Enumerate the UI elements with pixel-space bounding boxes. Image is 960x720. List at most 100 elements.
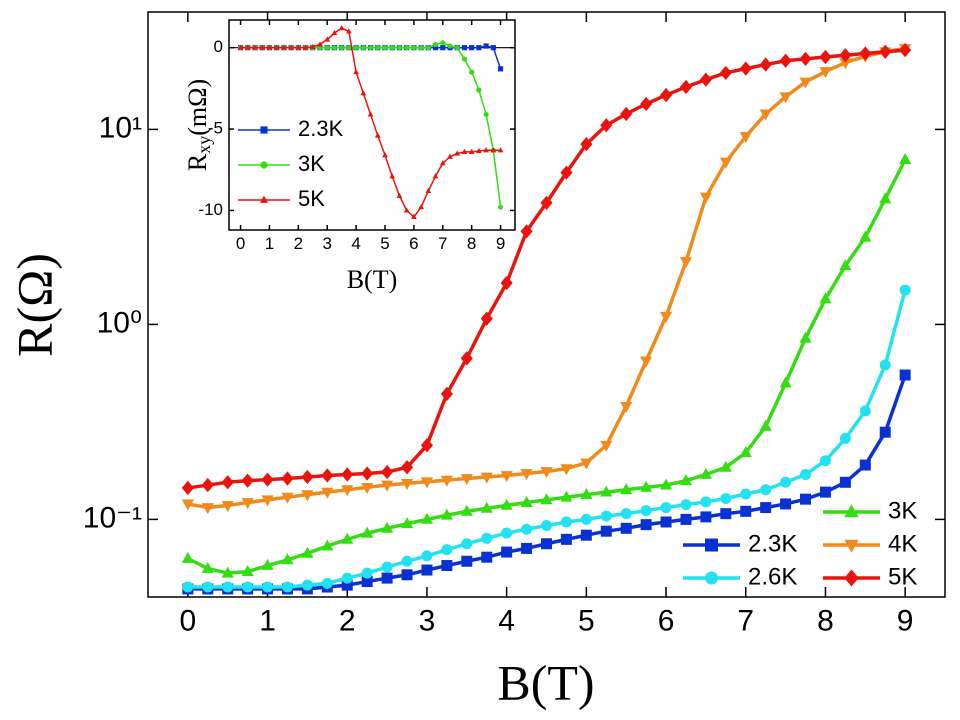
marker: [242, 581, 254, 593]
marker: [759, 419, 772, 431]
marker: [899, 153, 912, 165]
marker: [301, 469, 314, 485]
marker: [899, 42, 912, 58]
marker: [521, 523, 533, 535]
marker: [819, 67, 832, 79]
marker: [361, 576, 373, 588]
x-tick-label: 8: [817, 604, 834, 637]
legend-label: 5K: [298, 186, 325, 211]
marker: [660, 311, 673, 323]
marker: [400, 478, 414, 490]
x-tick-label: 9: [496, 234, 505, 253]
x-tick-label: 4: [498, 604, 515, 637]
marker: [460, 504, 473, 516]
marker: [461, 45, 468, 51]
marker: [389, 173, 396, 179]
marker: [181, 551, 194, 563]
marker: [302, 44, 309, 50]
y-axis-label: R(Ω): [6, 253, 62, 357]
marker: [740, 488, 752, 500]
marker: [520, 224, 533, 239]
marker: [580, 488, 593, 500]
marker: [259, 44, 266, 50]
marker: [497, 66, 504, 72]
marker: [490, 147, 497, 153]
marker: [432, 41, 439, 48]
marker: [719, 157, 732, 169]
marker: [680, 499, 692, 511]
y-axis-label-part: R: [183, 153, 212, 171]
marker: [521, 542, 533, 554]
marker: [660, 87, 673, 103]
marker: [560, 516, 572, 528]
marker: [560, 490, 573, 502]
marker: [440, 386, 453, 402]
marker: [281, 553, 294, 565]
x-tick-label: 0: [180, 604, 197, 637]
marker: [288, 44, 294, 50]
marker: [580, 458, 593, 470]
marker: [600, 118, 613, 133]
x-tick-label: 6: [658, 604, 675, 637]
marker: [432, 45, 439, 51]
marker: [461, 56, 468, 62]
marker: [720, 508, 732, 520]
marker: [367, 45, 374, 51]
marker: [497, 147, 504, 153]
marker: [181, 480, 194, 496]
marker: [324, 45, 330, 51]
marker: [400, 517, 414, 529]
x-tick-label: 5: [380, 234, 389, 253]
marker: [441, 544, 453, 556]
marker: [346, 28, 352, 34]
y-axis-label-part: xy: [194, 136, 214, 154]
marker: [381, 561, 393, 573]
y-tick-label: 0: [214, 37, 223, 56]
marker: [331, 45, 338, 51]
marker: [420, 438, 433, 453]
marker: [480, 472, 493, 484]
marker: [640, 480, 653, 492]
y-axis-label-part: (mΩ): [183, 79, 212, 136]
marker: [476, 87, 482, 93]
marker: [420, 512, 433, 524]
marker: [281, 492, 294, 504]
marker: [252, 44, 258, 50]
marker: [403, 207, 410, 213]
marker: [481, 532, 493, 544]
marker: [679, 474, 693, 486]
marker: [719, 460, 732, 472]
marker: [367, 111, 374, 117]
marker: [600, 510, 612, 522]
marker: [520, 469, 533, 481]
marker: [779, 53, 792, 68]
marker: [339, 45, 345, 51]
marker: [560, 533, 572, 545]
marker: [439, 160, 446, 166]
marker: [440, 40, 446, 46]
marker: [381, 521, 394, 533]
marker: [780, 476, 792, 488]
marker: [281, 44, 287, 50]
marker: [819, 455, 831, 467]
marker: [879, 192, 892, 204]
marker: [361, 567, 373, 579]
y-tick-label: 10¹: [99, 111, 142, 144]
marker: [497, 204, 504, 210]
marker: [421, 550, 433, 562]
legend-label: 2.3K: [298, 116, 344, 141]
marker: [244, 44, 251, 50]
marker: [620, 522, 632, 534]
marker: [261, 495, 274, 507]
marker: [273, 44, 280, 50]
marker: [353, 45, 359, 51]
marker: [341, 467, 354, 482]
marker: [476, 45, 482, 51]
marker: [839, 476, 851, 488]
marker: [260, 195, 268, 203]
marker: [640, 356, 653, 368]
marker: [541, 538, 552, 550]
marker: [400, 460, 414, 475]
marker: [346, 45, 352, 51]
